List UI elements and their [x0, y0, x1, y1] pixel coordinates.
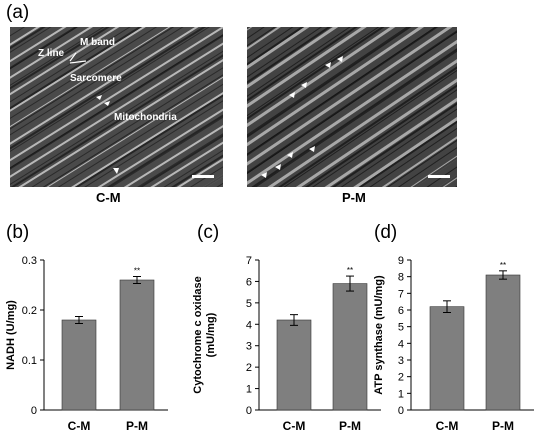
y-tick-label: 2 — [398, 372, 404, 384]
bar-c-m — [276, 319, 312, 411]
y-axis-label: NADH (U/mg) — [5, 300, 17, 370]
y-axis-label: ATP synthase (mU/mg) — [373, 275, 385, 395]
micrograph-control: M band Z line Sarcomere Mitochondria — [10, 27, 223, 187]
y-tick-label: 0 — [398, 405, 404, 417]
category-label: C-M — [436, 419, 459, 433]
y-tick-label: 0 — [246, 405, 252, 417]
panel-label-d: (d) — [374, 222, 398, 243]
significance-marker: ** — [134, 267, 140, 276]
y-tick-label: 1 — [246, 384, 252, 396]
annotation-sarcomere: Sarcomere — [70, 73, 122, 84]
significance-marker: ** — [347, 266, 353, 275]
bar-p-m — [119, 279, 155, 411]
annotation-mitochondria: Mitochondria — [114, 112, 177, 123]
category-label: P-M — [126, 419, 148, 433]
y-axis-label: (mU/mg) — [205, 312, 217, 357]
micrograph-treated — [247, 27, 457, 187]
micrograph-treated-texture — [247, 27, 457, 187]
category-label: C-M — [68, 419, 91, 433]
panel-label-c: (c) — [197, 222, 220, 243]
scale-bar — [192, 175, 214, 178]
y-tick-label: 5 — [246, 298, 252, 310]
bar-p-m — [485, 274, 521, 411]
y-tick-label: 1 — [398, 388, 404, 400]
micrograph-control-caption: C-M — [96, 190, 121, 205]
y-tick-label: 4 — [398, 338, 404, 350]
bar-c-m — [61, 319, 97, 411]
category-label: P-M — [339, 419, 361, 433]
annotation-z-line: Z line — [38, 48, 65, 59]
panel-label-a: (a) — [6, 2, 30, 23]
significance-marker: ** — [500, 261, 506, 270]
y-tick-label: 6 — [246, 276, 252, 288]
category-label: C-M — [283, 419, 306, 433]
y-tick-label: 7 — [246, 255, 252, 267]
y-tick-label: 7 — [398, 288, 404, 300]
chart-atp-synthase: 0 1 2 3 4 5 6 7 8 9 C-M ** P-M ATP synthase (mU/mg) — [368, 250, 550, 439]
chart-cytochrome-svg: 0 1 2 3 4 5 6 7 C-M ** P-M Cytochrome c oxidase (mU/… — [192, 255, 381, 433]
y-tick-label: 0 — [31, 405, 37, 417]
chart-cytochrome-c-oxidase: 0 1 2 3 4 5 6 7 C-M ** P-M Cytochrome c oxidase (mU/… — [185, 250, 381, 439]
y-tick-label: 4 — [246, 319, 252, 331]
y-tick-label: 3 — [398, 355, 404, 367]
y-tick-label: 0.2 — [22, 305, 37, 317]
y-tick-label: 0.1 — [22, 355, 37, 367]
annotation-m-band: M band — [80, 37, 115, 48]
y-tick-label: 6 — [398, 305, 404, 317]
bar-c-m — [429, 306, 465, 411]
chart-nadh: 0 0.1 0.2 0.3 C-M ** P-M NADH (U/mg) — [0, 250, 190, 439]
annotation-arrows — [69, 52, 214, 178]
y-tick-label: 9 — [398, 255, 404, 267]
chart-atp-svg: 0 1 2 3 4 5 6 7 8 9 C-M ** P-M ATP synthase (mU/mg) — [373, 255, 534, 433]
y-tick-label: 0.3 — [22, 255, 37, 267]
y-tick-label: 2 — [246, 362, 252, 374]
y-tick-label: 3 — [246, 341, 252, 353]
category-label: P-M — [492, 419, 514, 433]
y-axis-label: Cytochrome c oxidase — [192, 276, 204, 393]
y-tick-label: 5 — [398, 322, 404, 334]
chart-nadh-svg: 0 0.1 0.2 0.3 C-M ** P-M NADH (U/mg) — [5, 255, 168, 433]
micrograph-control-texture — [10, 27, 223, 187]
micrograph-treated-caption: P-M — [342, 190, 366, 205]
bar-p-m — [332, 283, 368, 411]
scale-bar — [428, 175, 450, 178]
y-tick-label: 8 — [398, 272, 404, 284]
panel-label-b: (b) — [6, 222, 30, 243]
